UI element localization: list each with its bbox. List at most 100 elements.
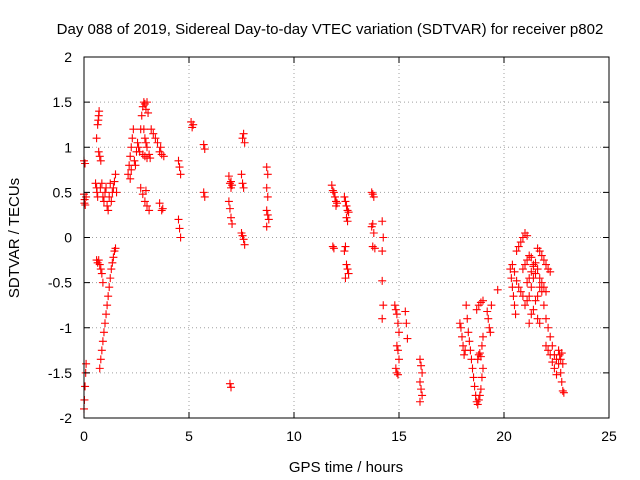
data-point <box>262 183 271 192</box>
axis-ticks <box>83 56 610 419</box>
data-point <box>507 274 516 283</box>
data-point <box>157 206 166 215</box>
data-point <box>509 292 518 301</box>
y-tick-label: -0.5 <box>48 275 72 291</box>
data-point <box>147 125 156 134</box>
data-point <box>102 310 111 319</box>
data-point <box>239 235 248 244</box>
data-point <box>200 145 209 154</box>
data-point <box>539 256 548 265</box>
data-point <box>341 274 350 283</box>
data-point <box>539 283 548 292</box>
data-point <box>523 296 532 305</box>
data-point <box>392 310 401 319</box>
data-point <box>133 138 142 147</box>
data-point <box>516 238 525 247</box>
data-point <box>518 265 527 274</box>
data-point <box>557 377 566 386</box>
data-point <box>535 319 544 328</box>
data-point <box>237 228 246 237</box>
data-point <box>506 265 515 274</box>
data-point <box>416 397 424 406</box>
data-point <box>456 323 465 332</box>
data-point <box>143 98 151 107</box>
data-point <box>343 206 352 215</box>
data-point <box>227 177 235 186</box>
data-point <box>126 152 135 161</box>
data-point <box>81 159 90 168</box>
data-point <box>342 260 351 269</box>
x-tick-label: 15 <box>391 428 407 444</box>
data-point <box>418 391 427 400</box>
data-point <box>329 188 338 197</box>
data-point <box>94 116 103 125</box>
y-tick-label: -2 <box>60 410 73 426</box>
data-point <box>264 215 273 224</box>
data-point <box>542 287 550 296</box>
data-point <box>390 301 399 310</box>
data-point <box>544 323 553 332</box>
data-point <box>523 256 532 265</box>
data-point <box>104 206 113 215</box>
y-tick-label: 1.5 <box>53 94 73 110</box>
data-point <box>479 364 487 373</box>
chart-title: Day 088 of 2019, Sidereal Day-to-day VTE… <box>57 21 604 38</box>
data-point <box>487 301 496 310</box>
data-point <box>548 358 557 367</box>
data-point <box>463 314 472 323</box>
data-point <box>510 267 519 276</box>
data-point <box>126 174 135 183</box>
data-point <box>105 283 114 292</box>
data-point <box>546 332 555 341</box>
data-point <box>531 258 540 267</box>
data-point <box>107 265 116 274</box>
data-point <box>199 140 208 149</box>
data-point <box>200 192 209 201</box>
data-point <box>111 170 120 179</box>
data-point <box>523 231 532 240</box>
data-point <box>479 296 487 305</box>
data-point <box>227 213 235 222</box>
data-point <box>228 181 237 190</box>
data-point <box>493 285 502 294</box>
x-tick-label: 5 <box>185 428 193 444</box>
data-point <box>151 134 160 143</box>
data-point <box>225 179 234 188</box>
data-point <box>81 201 90 210</box>
data-point <box>474 395 483 404</box>
x-tick-label: 0 <box>80 428 88 444</box>
data-point <box>416 377 424 386</box>
data-point <box>367 188 376 197</box>
data-point <box>145 206 154 215</box>
data-point <box>153 138 162 147</box>
data-point <box>263 192 272 201</box>
data-point <box>391 305 400 314</box>
data-point <box>224 197 233 206</box>
data-point <box>140 197 149 206</box>
data-point <box>107 197 116 206</box>
data-point <box>92 134 101 143</box>
data-point <box>95 364 104 373</box>
y-axis-label: SDTVAR / TECUs <box>6 178 23 298</box>
data-point <box>239 183 248 192</box>
data-point <box>141 138 150 147</box>
x-tick-labels: 0 5 10 15 20 25 <box>80 428 617 444</box>
data-point <box>368 219 377 228</box>
data-point <box>327 181 336 190</box>
data-point <box>546 350 555 359</box>
data-point <box>535 247 544 256</box>
y-tick-label: 0 <box>64 230 72 246</box>
data-point <box>342 201 351 210</box>
data-point <box>174 156 183 165</box>
data-point <box>558 386 567 395</box>
data-point <box>140 152 149 161</box>
data-point <box>129 125 138 134</box>
data-point <box>141 186 150 195</box>
data-point <box>417 361 426 370</box>
data-point <box>262 206 271 215</box>
data-point <box>391 364 400 373</box>
data-point <box>542 341 550 350</box>
data-point <box>533 314 542 323</box>
data-point <box>462 301 471 310</box>
data-point <box>188 123 197 132</box>
